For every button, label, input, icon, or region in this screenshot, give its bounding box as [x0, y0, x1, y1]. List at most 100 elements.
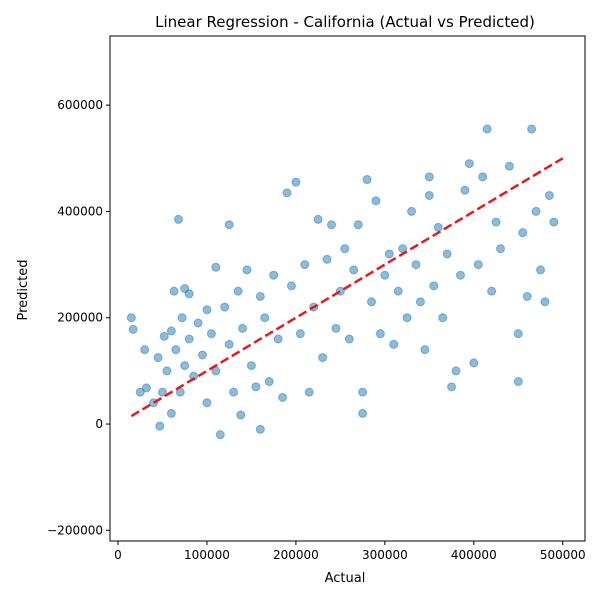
- scatter-point: [157, 387, 167, 397]
- x-tick-label: 100000: [184, 548, 230, 562]
- scatter-point: [206, 329, 216, 339]
- plot-frame: [109, 35, 586, 542]
- scatter-point: [173, 214, 183, 224]
- scatter-point: [177, 313, 187, 323]
- scatter-point: [278, 392, 288, 402]
- scatter-point: [295, 329, 305, 339]
- y-tick-label: 200000: [57, 311, 103, 325]
- scatter-point: [522, 291, 532, 301]
- scatter-point: [487, 286, 497, 296]
- scatter-point: [169, 286, 179, 296]
- scatter-point: [260, 313, 270, 323]
- scatter-point: [322, 254, 332, 264]
- scatter-point: [455, 270, 465, 280]
- scatter-point: [184, 334, 194, 344]
- scatter-point: [291, 177, 301, 187]
- scatter-point: [531, 206, 541, 216]
- scatter-point: [513, 377, 523, 387]
- scatter-point: [326, 220, 336, 230]
- scatter-point: [224, 220, 234, 230]
- scatter-point: [236, 410, 246, 420]
- scatter-point: [438, 313, 448, 323]
- scatter-point: [358, 387, 368, 397]
- y-tick-label: 400000: [57, 204, 103, 218]
- scatter-point: [166, 408, 176, 418]
- y-tick-label: 600000: [57, 98, 103, 112]
- scatter-point: [518, 228, 528, 238]
- scatter-point: [264, 377, 274, 387]
- scatter-point: [402, 313, 412, 323]
- scatter-point: [367, 297, 377, 307]
- scatter-point: [433, 222, 443, 232]
- scatter-point: [238, 323, 248, 333]
- scatter-point: [527, 124, 537, 134]
- scatter-point: [153, 353, 163, 363]
- scatter-point: [286, 281, 296, 291]
- scatter-point: [469, 358, 479, 368]
- scatter-point: [478, 172, 488, 182]
- y-tick-label: 0: [95, 417, 103, 431]
- scatter-point: [384, 249, 394, 259]
- scatter-point: [184, 289, 194, 299]
- scatter-point: [233, 286, 243, 296]
- x-axis: 0 100000 200000 300000 400000 500000: [114, 541, 586, 562]
- chart-title: Linear Regression - California (Actual v…: [155, 13, 535, 31]
- scatter-point: [211, 262, 221, 272]
- scatter-point: [447, 382, 457, 392]
- scatter-point: [424, 190, 434, 200]
- scatter-point: [349, 265, 359, 275]
- scatter-point: [424, 172, 434, 182]
- scatter-point: [140, 345, 150, 355]
- scatter-point: [411, 260, 421, 270]
- scatter-point: [420, 345, 430, 355]
- scatter-point: [313, 214, 323, 224]
- scatter-point: [442, 249, 452, 259]
- x-tick-label: 0: [114, 548, 122, 562]
- x-tick-label: 300000: [362, 548, 408, 562]
- scatter-point: [215, 430, 225, 440]
- scatter-point: [269, 270, 279, 280]
- scatter-point: [407, 206, 417, 216]
- scatter-point: [242, 265, 252, 275]
- scatter-point: [371, 196, 381, 206]
- x-tick-label: 400000: [451, 548, 497, 562]
- x-tick-label: 500000: [540, 548, 586, 562]
- scatter-point: [128, 324, 138, 334]
- scatter-point: [415, 297, 425, 307]
- scatter-point: [171, 345, 181, 355]
- scatter-point: [300, 260, 310, 270]
- scatter-point: [464, 159, 474, 169]
- scatter-point: [126, 313, 136, 323]
- scatter-point: [544, 190, 554, 200]
- scatter-point: [304, 387, 314, 397]
- plot-area: [126, 124, 564, 440]
- scatter-point: [282, 188, 292, 198]
- scatter-point: [451, 366, 461, 376]
- y-tick-label: −200000: [47, 523, 103, 537]
- scatter-point: [482, 124, 492, 134]
- scatter-point: [255, 291, 265, 301]
- scatter-point: [198, 350, 208, 360]
- scatter-point: [229, 387, 239, 397]
- scatter-point: [389, 339, 399, 349]
- scatter-point: [202, 398, 212, 408]
- scatter-point: [180, 361, 190, 371]
- scatter-point: [491, 217, 501, 227]
- scatter-point: [344, 334, 354, 344]
- scatter-point: [202, 305, 212, 315]
- x-tick-label: 200000: [273, 548, 319, 562]
- scatter-point: [255, 424, 265, 434]
- scatter-points: [126, 124, 559, 440]
- scatter-point: [224, 339, 234, 349]
- scatter-point: [393, 286, 403, 296]
- scatter-point: [166, 326, 176, 336]
- scatter-point: [380, 270, 390, 280]
- scatter-point: [429, 281, 439, 291]
- y-axis: −200000 0 200000 400000 600000: [47, 98, 110, 537]
- scatter-point: [504, 161, 514, 171]
- scatter-point: [159, 331, 169, 341]
- scatter-point: [273, 334, 283, 344]
- scatter-point: [246, 361, 256, 371]
- regression-line: [130, 157, 564, 418]
